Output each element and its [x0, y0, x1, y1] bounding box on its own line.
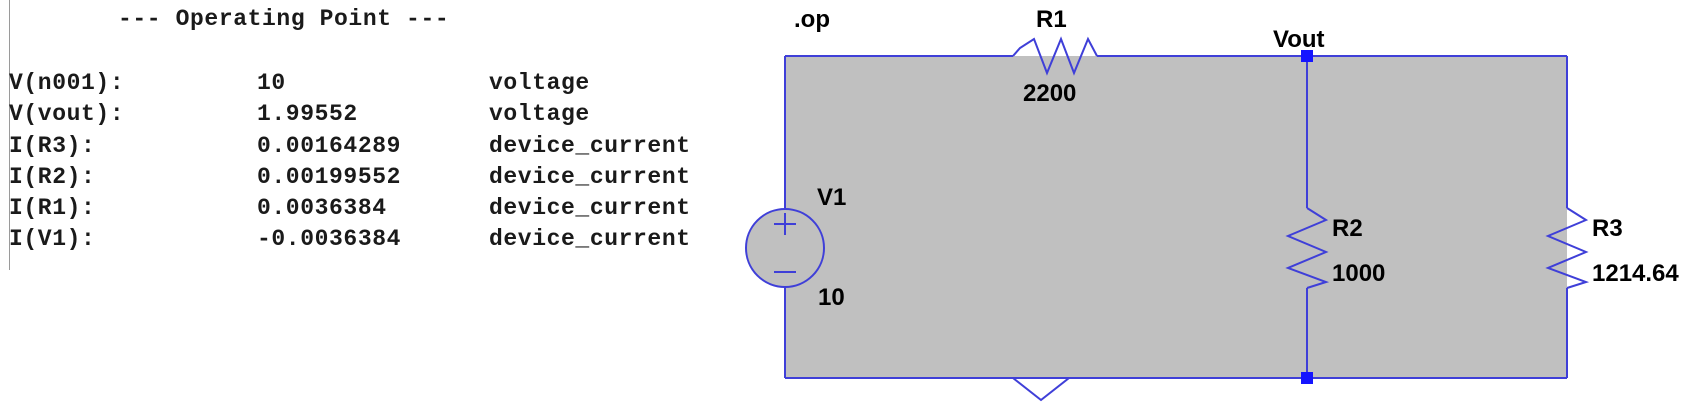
r1-value-label[interactable]: 2200	[1023, 80, 1076, 107]
node-value: 10	[257, 70, 286, 96]
table-row: I(R2): 0.00199552 device_current	[9, 162, 690, 193]
r1-resistor-symbol[interactable]	[1012, 36, 1098, 76]
node-name: I(R3):	[9, 132, 96, 159]
v1-name-label[interactable]: V1	[817, 184, 846, 211]
r2-value-label[interactable]: 1000	[1332, 260, 1385, 287]
v1-value-label[interactable]: 10	[818, 284, 845, 311]
node-value: 0.00164289	[257, 132, 402, 159]
node-type: voltage	[489, 70, 590, 96]
vout-net-label[interactable]: Vout	[1273, 26, 1325, 53]
table-row: I(R1): 0.0036384 device_current	[9, 193, 690, 224]
r1-name-label[interactable]: R1	[1036, 6, 1067, 33]
node-value: -0.0036384	[257, 226, 402, 253]
junction-dot-bottom	[1301, 372, 1313, 384]
r3-value-label[interactable]: 1214.64	[1592, 260, 1679, 287]
node-value: 0.0036384	[257, 195, 387, 222]
node-type: device_current	[489, 132, 691, 159]
node-type: device_current	[489, 195, 691, 222]
r2-resistor-symbol[interactable]	[1285, 207, 1330, 289]
node-name: V(n001):	[9, 70, 125, 96]
junction-dot-vout	[1301, 50, 1313, 62]
wire-group[interactable]	[784, 55, 1568, 379]
node-type: voltage	[489, 101, 590, 128]
table-row: I(R3): 0.00164289 device_current	[9, 131, 690, 162]
r3-name-label[interactable]: R3	[1592, 215, 1623, 242]
node-value: 1.99552	[257, 101, 358, 128]
node-value: 0.00199552	[257, 163, 402, 190]
node-type: device_current	[489, 226, 691, 253]
operating-point-table: V(n001): 10 voltage V(vout): 1.99552 vol…	[9, 68, 690, 256]
circuit-region	[785, 56, 1567, 378]
node-name: V(vout):	[9, 101, 125, 128]
node-name: I(R2):	[9, 163, 96, 190]
schematic-canvas[interactable]: .op R1 2200 Vout V1 10 R2 1000 R3 1214.6…	[735, 0, 1691, 403]
node-name: I(R1):	[9, 195, 96, 222]
v1-voltage-source-symbol[interactable]	[745, 208, 825, 288]
node-type: device_current	[489, 163, 691, 190]
table-row: I(V1): -0.0036384 device_current	[9, 224, 690, 255]
r3-resistor-symbol[interactable]	[1545, 207, 1590, 289]
op-directive[interactable]: .op	[794, 6, 830, 33]
r2-name-label[interactable]: R2	[1332, 215, 1363, 242]
operating-point-output: --- Operating Point --- V(n001): 10 volt…	[0, 0, 735, 270]
ground-icon[interactable]	[1010, 377, 1072, 402]
operating-point-header: --- Operating Point ---	[118, 6, 450, 32]
output-margin-line	[9, 0, 10, 270]
node-name: I(V1):	[9, 226, 96, 253]
table-row: V(n001): 10 voltage	[9, 68, 589, 99]
table-row: V(vout): 1.99552 voltage	[9, 99, 589, 130]
